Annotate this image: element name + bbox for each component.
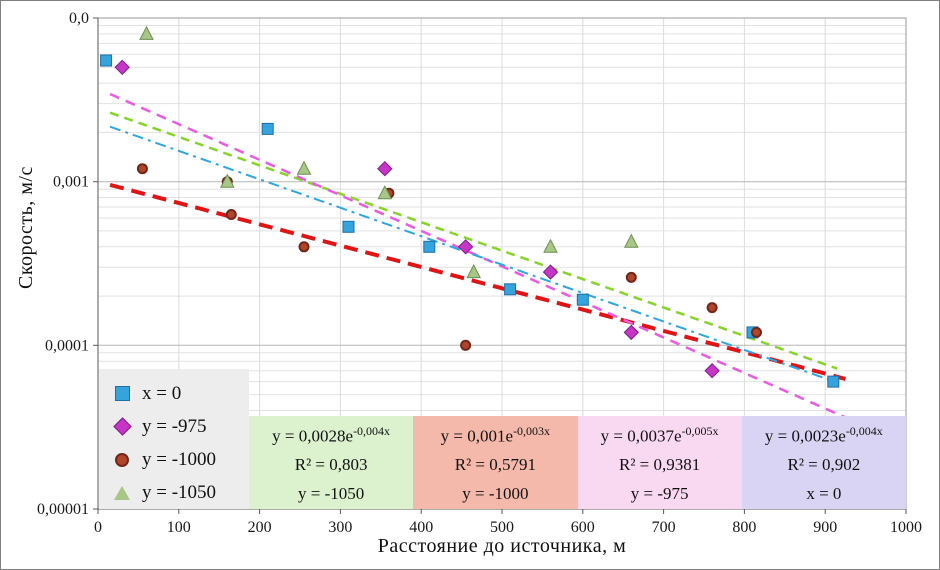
data-point xyxy=(460,339,472,351)
data-point xyxy=(751,326,762,338)
legend-marker-wrap xyxy=(113,485,131,500)
data-point xyxy=(298,241,310,253)
legend-label: y = -1000 xyxy=(142,448,217,470)
data-point xyxy=(543,238,558,253)
legend-label: y = -975 xyxy=(142,415,207,437)
data-point xyxy=(706,302,718,314)
data-point xyxy=(423,240,436,253)
data-point xyxy=(261,122,274,135)
data-point xyxy=(466,264,482,279)
legend-marker-wrap xyxy=(112,417,132,436)
equation-line: y = 0,001e-0,003x xyxy=(440,423,551,446)
data-point xyxy=(623,233,639,248)
series-label: y = -975 xyxy=(630,484,689,504)
legend-marker-wrap xyxy=(113,452,131,467)
series-label: y = -1050 xyxy=(298,484,365,504)
data-point xyxy=(827,375,840,388)
equation-boxes: y = 0,0028e-0,004x R² = 0,803 y = -1050 … xyxy=(249,416,906,509)
legend-label: y = -1050 xyxy=(142,481,217,503)
legend-item-y1000: y = -1000 xyxy=(113,445,249,475)
y-tick-label: 0,001 xyxy=(53,174,89,191)
y-tick-label: 0,0001 xyxy=(45,337,89,354)
data-point xyxy=(576,293,589,306)
data-point xyxy=(139,25,154,40)
equation-box-y1000: y = 0,001e-0,003x R² = 0,5791 y = -1000 xyxy=(413,416,578,509)
x-tick-label: 1000 xyxy=(890,519,922,536)
diamond-marker-icon xyxy=(112,417,132,436)
data-point xyxy=(623,324,640,341)
series-label: x = 0 xyxy=(806,484,842,504)
r-squared: R² = 0,5791 xyxy=(454,455,537,475)
x-tick-label: 200 xyxy=(248,519,272,536)
x-tick-label: 300 xyxy=(328,519,352,536)
data-point xyxy=(542,264,559,280)
x-tick-label: 600 xyxy=(571,519,595,536)
legend-item-y975: y = -975 xyxy=(112,412,249,442)
x-axis-title: Расстояние до источника, м xyxy=(377,535,627,557)
data-point xyxy=(625,271,637,283)
data-point xyxy=(225,209,237,220)
r-squared: R² = 0,902 xyxy=(787,455,861,475)
square-marker-icon xyxy=(114,386,130,401)
legend-item-x0: x = 0 xyxy=(113,379,249,409)
x-tick-label: 400 xyxy=(409,519,433,536)
y-tick-label: 0,0 xyxy=(69,10,89,27)
x-tick-label: 800 xyxy=(732,519,756,536)
data-point xyxy=(100,54,113,67)
x-tick-label: 700 xyxy=(652,519,676,536)
data-point xyxy=(219,173,235,188)
legend-label: x = 0 xyxy=(142,382,182,404)
legend-item-y1050: y = -1050 xyxy=(113,478,249,508)
data-point xyxy=(377,160,393,177)
x-tick-label: 0 xyxy=(94,519,102,536)
y-axis-title: Скорость, м/с xyxy=(15,166,37,289)
data-point xyxy=(296,160,312,175)
data-point xyxy=(457,239,474,255)
triangle-marker-icon xyxy=(114,485,130,500)
x-tick-label: 900 xyxy=(813,519,837,536)
data-point xyxy=(504,283,517,296)
trendline-y=-1000 xyxy=(109,182,846,381)
data-point xyxy=(704,362,720,379)
legend-marker-wrap xyxy=(113,386,131,401)
equation-box-y1050: y = 0,0028e-0,004x R² = 0,803 y = -1050 xyxy=(249,416,414,509)
trendline-y=-1050 xyxy=(109,111,838,370)
x-tick-label: 100 xyxy=(167,519,191,536)
x-tick-label: 500 xyxy=(490,519,514,536)
y-tick-label: 0,00001 xyxy=(37,501,89,518)
circle-marker-icon xyxy=(115,452,129,467)
data-point xyxy=(136,163,148,175)
r-squared: R² = 0,9381 xyxy=(618,455,701,475)
equation-line: y = 0,0037e-0,005x xyxy=(600,423,719,446)
data-point xyxy=(342,220,355,233)
equation-box-x0: y = 0,0023e-0,004x R² = 0,902 x = 0 xyxy=(741,416,906,509)
data-point xyxy=(114,59,130,76)
series-label: y = -1000 xyxy=(462,484,529,504)
equation-box-y975: y = 0,0037e-0,005x R² = 0,9381 y = -975 xyxy=(577,416,742,509)
r-squared: R² = 0,803 xyxy=(294,455,368,475)
equation-line: y = 0,0028e-0,004x xyxy=(272,423,391,446)
equation-line: y = 0,0023e-0,004x xyxy=(764,423,883,446)
trendline-x=0 xyxy=(109,125,838,384)
data-point xyxy=(377,185,393,200)
chart-legend: x = 0 y = -975 y = -1000 y = -1050 xyxy=(99,369,249,509)
